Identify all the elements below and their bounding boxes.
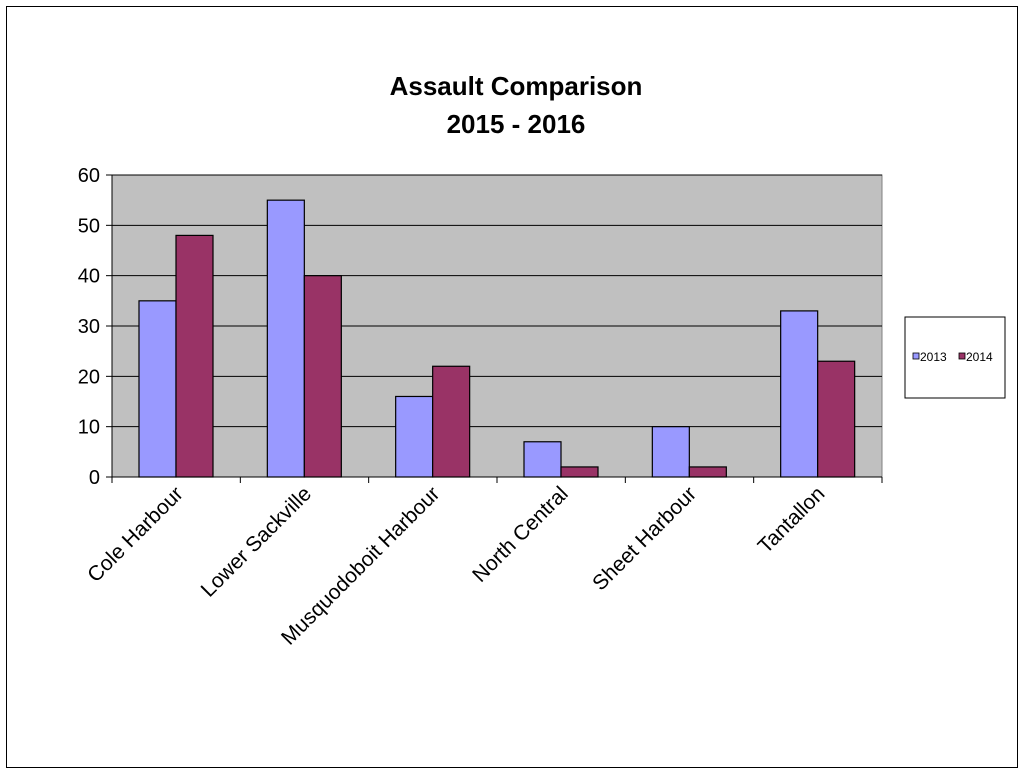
bar-2014-cole-harbour (175, 234, 214, 478)
x-tick-label: Lower Sackville (197, 482, 316, 601)
y-tick-label: 20 (78, 366, 100, 388)
bar-2014-tantallon (817, 360, 856, 478)
bar-2014-north-central (560, 466, 599, 478)
legend: 2013 2014 (904, 316, 1006, 399)
y-axis-ticks: 0 10 20 30 40 50 60 (78, 165, 112, 489)
bars (138, 199, 856, 478)
bar-2013-lower-sackville (266, 199, 305, 478)
gridlines (112, 174, 882, 428)
x-tick-label: North Central (468, 482, 573, 587)
bar-2013-sheet-harbour (651, 426, 690, 478)
y-tick-label: 30 (78, 316, 100, 338)
legend-label-2014: 2014 (966, 350, 993, 364)
legend-swatch-2013 (912, 352, 920, 360)
y-tick-label: 50 (78, 215, 100, 237)
bar-2013-tantallon (780, 310, 819, 478)
legend-box (904, 316, 1006, 399)
bar-2013-north-central (523, 441, 562, 478)
y-tick-label: 40 (78, 266, 100, 288)
y-tick-label: 10 (78, 417, 100, 439)
y-tick-label: 60 (78, 165, 100, 187)
bar-2013-cole-harbour (138, 300, 177, 478)
bar-2013-musquodoboit-harbour (395, 395, 434, 478)
chart-title: Assault Comparison (390, 71, 643, 101)
legend-swatch-2014 (958, 352, 966, 360)
y-tick-label: 0 (89, 467, 100, 489)
x-axis-labels: Cole Harbour Lower SackvilleMusquodoboit … (83, 482, 829, 649)
bar-2014-lower-sackville (303, 275, 342, 478)
legend-label-2013: 2013 (920, 350, 947, 364)
bar-2014-sheet-harbour (688, 466, 727, 478)
chart-subtitle: 2015 - 2016 (447, 109, 586, 139)
x-tick-label: Sheet Harbour (588, 482, 701, 595)
x-tick-label: Cole Harbour (83, 482, 188, 587)
x-tick-label: Tantallon (754, 482, 830, 558)
bar-2014-musquodoboit-harbour (432, 365, 471, 478)
